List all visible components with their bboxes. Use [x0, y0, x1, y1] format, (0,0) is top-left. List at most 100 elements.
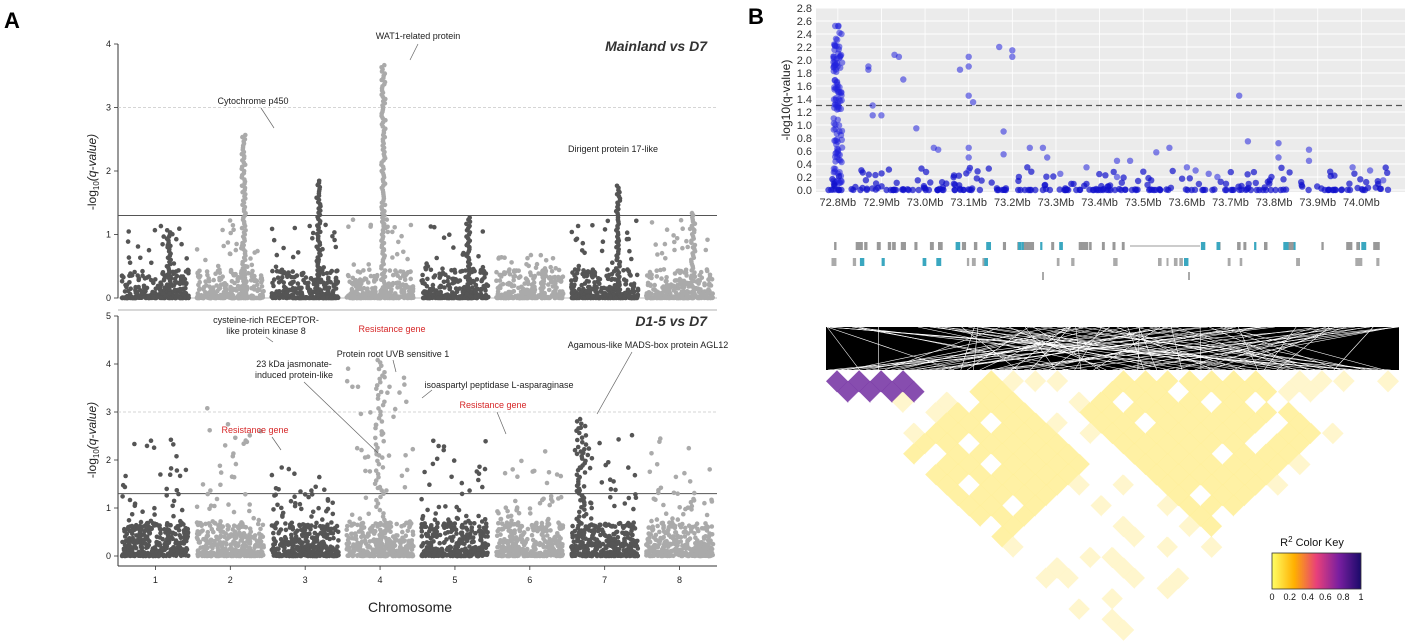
manhattan-point-bottom [411, 544, 416, 549]
manhattan-point-bottom [346, 535, 352, 540]
manhattan-point-top [689, 210, 695, 216]
manhattan-point-top [389, 295, 395, 301]
manhattan-point-top [140, 273, 145, 279]
manhattan-point-top [590, 293, 596, 299]
manhattan-point-top [651, 287, 656, 292]
manhattan-point-top [254, 282, 260, 288]
manhattan-point-top [172, 279, 178, 285]
manhattan-point-bottom [501, 552, 506, 558]
manhattan-point-bottom [344, 378, 350, 384]
manhattan-point-bottom [355, 552, 361, 558]
manhattan-point-top [556, 291, 562, 297]
manhattan-point-top [275, 275, 281, 281]
manhattan-point-bottom [513, 535, 519, 540]
manhattan-point-bottom [167, 472, 173, 478]
manhattan-point-top [674, 278, 679, 283]
manhattan-point-top [634, 272, 640, 278]
manhattan-point-bottom [164, 536, 170, 542]
manhattan-point-top [394, 251, 400, 257]
manhattan-point-top [292, 225, 298, 231]
manhattan-point-top [228, 230, 233, 236]
manhattan-point-top [458, 269, 463, 274]
manhattan-point-top [441, 279, 447, 285]
manhattan-point-top [177, 226, 182, 231]
manhattan-point-bottom [309, 514, 314, 519]
manhattan-point-bottom [129, 523, 135, 529]
manhattan-point-top [164, 228, 170, 233]
manhattan-point-top [710, 291, 715, 296]
manhattan-point-bottom [386, 453, 392, 458]
manhattan-point-bottom [298, 489, 303, 494]
manhattan-point-bottom [532, 468, 537, 474]
manhattan-point-top [441, 235, 447, 240]
manhattan-point-bottom [168, 549, 173, 555]
manhattan-point-top [635, 286, 641, 292]
manhattan-point-top [569, 229, 575, 235]
manhattan-point-bottom [132, 501, 138, 507]
annot-cyp450: Cytochrome p450 [217, 96, 288, 106]
manhattan-point-top [151, 280, 156, 286]
manhattan-point-top [361, 268, 366, 273]
manhattan-point-bottom [468, 553, 473, 559]
manhattan-point-top [590, 223, 595, 228]
manhattan-point-bottom [558, 536, 563, 541]
manhattan-point-bottom [286, 466, 292, 472]
y-tick-label-top: 4 [106, 39, 111, 49]
manhattan-point-top [234, 288, 239, 293]
manhattan-point-bottom [275, 552, 281, 558]
manhattan-point-top [273, 264, 279, 270]
manhattan-point-top [384, 217, 390, 222]
manhattan-point-top [440, 266, 445, 272]
manhattan-point-bottom [410, 446, 416, 452]
manhattan-point-top [485, 283, 491, 289]
manhattan-point-top [440, 270, 446, 276]
manhattan-point-top [279, 278, 284, 284]
manhattan-point-bottom [292, 537, 298, 543]
manhattan-point-bottom [485, 542, 491, 548]
manhattan-point-top [368, 224, 373, 229]
manhattan-point-top [161, 277, 167, 283]
manhattan-point-bottom [218, 470, 224, 475]
manhattan-point-top [538, 252, 544, 258]
x-tick-label-chromosome: 4 [378, 575, 383, 585]
manhattan-point-top [220, 295, 226, 301]
manhattan-point-top [227, 251, 233, 256]
manhattan-point-top [402, 277, 408, 283]
manhattan-point-bottom [320, 524, 326, 529]
manhattan-point-top [295, 250, 301, 255]
manhattan-point-top [121, 274, 126, 280]
manhattan-point-top [499, 274, 504, 279]
manhattan-point-top [290, 295, 296, 301]
manhattan-point-top [365, 288, 370, 294]
manhattan-point-bottom [164, 486, 169, 492]
manhattan-point-bottom [529, 522, 535, 528]
manhattan-point-top [705, 291, 710, 296]
manhattan-point-top [379, 204, 384, 210]
manhattan-point-top [389, 287, 394, 292]
manhattan-point-bottom [476, 551, 481, 556]
manhattan-point-bottom [382, 370, 387, 375]
manhattan-point-bottom [433, 511, 439, 516]
manhattan-point-bottom [283, 521, 288, 526]
manhattan-point-bottom [514, 505, 520, 510]
manhattan-point-bottom [226, 553, 231, 558]
manhattan-point-bottom [247, 508, 252, 514]
manhattan-point-top [330, 289, 336, 295]
manhattan-point-top [390, 272, 396, 278]
manhattan-point-bottom [420, 516, 425, 522]
manhattan-point-bottom [313, 524, 318, 529]
manhattan-point-top [698, 269, 704, 275]
manhattan-point-bottom [425, 507, 430, 513]
manhattan-point-bottom [168, 437, 174, 443]
manhattan-point-bottom [280, 544, 286, 549]
manhattan-point-bottom [549, 538, 555, 543]
manhattan-point-bottom [251, 515, 256, 521]
manhattan-point-top [572, 273, 577, 278]
manhattan-point-top [160, 242, 165, 247]
manhattan-point-bottom [557, 522, 562, 527]
manhattan-point-bottom [123, 473, 128, 479]
manhattan-point-bottom [199, 522, 204, 527]
manhattan-point-top [204, 269, 210, 274]
manhattan-point-top [471, 266, 476, 272]
